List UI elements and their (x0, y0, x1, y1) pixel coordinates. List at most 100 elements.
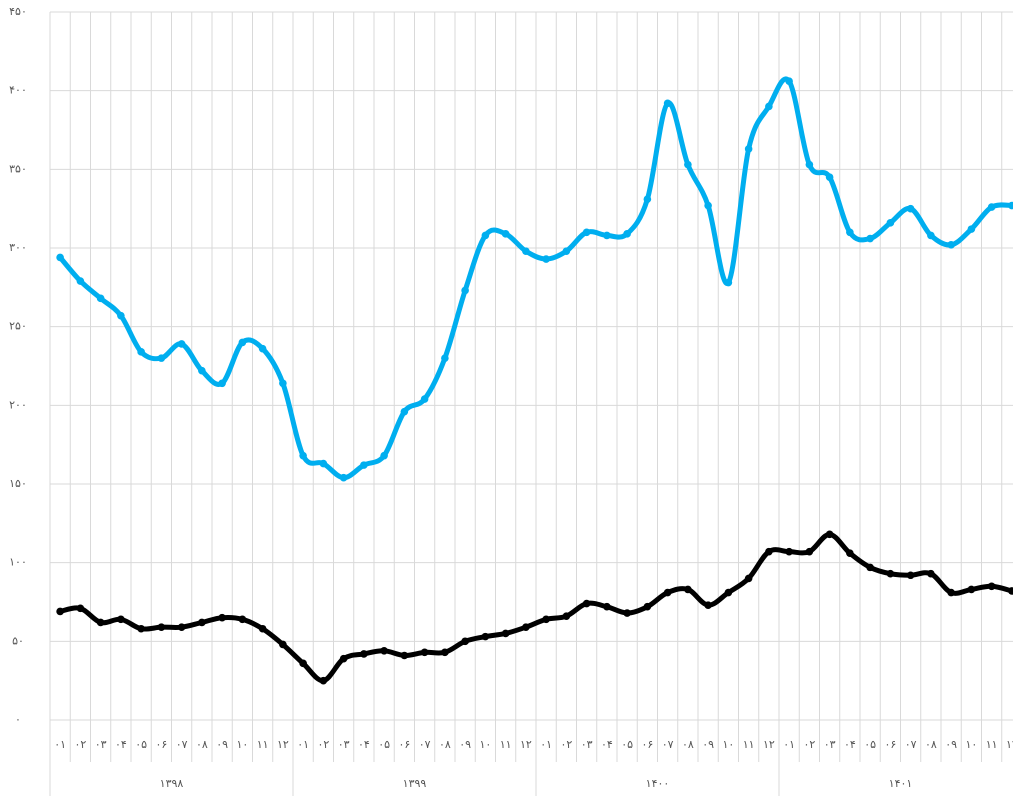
point (886, 219, 895, 227)
x-tick-label: ۱۰ (965, 738, 977, 751)
x-tick-label: ۰۳ (95, 738, 107, 751)
x-tick-label: ۱۰ (722, 738, 734, 751)
x-tick-label: ۰۸ (439, 738, 451, 751)
point (279, 379, 287, 388)
point (886, 569, 895, 578)
x-tick-label: ۰۲ (560, 738, 572, 751)
x-tick-label: ۱۱ (743, 738, 755, 751)
point (927, 569, 935, 578)
group-label: ۱۴۰۰ (646, 777, 670, 790)
x-tick-label: ۱۲ (763, 738, 775, 751)
point (299, 659, 307, 668)
x-tick-label: ۰۵ (378, 738, 390, 751)
point (744, 574, 753, 583)
point (866, 563, 874, 572)
point (177, 623, 186, 631)
x-tick-label: ۰۴ (115, 738, 127, 751)
x-tick-label: ۰۸ (196, 738, 208, 751)
point (400, 651, 409, 660)
point (501, 629, 510, 638)
point (724, 588, 733, 597)
x-tick-label: ۱۰ (236, 738, 248, 751)
x-tick-label: ۰۸ (925, 738, 937, 751)
point (987, 203, 996, 211)
point (643, 602, 652, 611)
x-tick-label: ۰۶ (641, 738, 653, 751)
point (947, 588, 955, 597)
point (785, 547, 793, 556)
x-tick-label: ۰۶ (884, 738, 896, 751)
x-tick-label: ۰۲ (317, 738, 329, 751)
x-tick-label: ۰۵ (135, 738, 147, 751)
point (603, 602, 611, 611)
point (805, 547, 814, 556)
point (663, 588, 672, 597)
y-tick-label: ۱۵۰ (9, 477, 27, 490)
point (623, 230, 631, 238)
point (825, 173, 834, 181)
x-tick-label: ۱۲ (520, 738, 532, 751)
x-tick-label: ۰۱ (783, 738, 795, 751)
point (218, 613, 226, 622)
point (481, 632, 490, 641)
point (805, 160, 814, 169)
x-tick-label: ۰۸ (682, 738, 694, 751)
x-tick-label: ۰۱ (540, 738, 552, 751)
x-tick-label: ۰۷ (905, 738, 917, 751)
group-label: ۱۴۰۱ (889, 777, 913, 790)
point (1008, 587, 1013, 595)
x-tick-label: ۰۵ (621, 738, 633, 751)
x-tick-label: ۱۲ (277, 738, 289, 751)
point (198, 618, 206, 627)
point (279, 640, 287, 649)
point (562, 247, 571, 255)
point (785, 77, 793, 86)
point (461, 637, 469, 646)
point (765, 102, 773, 111)
point (542, 255, 550, 263)
point (238, 338, 247, 347)
group-label: ۱۳۹۸ (160, 777, 184, 790)
point (76, 277, 85, 285)
x-tick-label: ۰۹ (459, 738, 471, 751)
x-tick-label: ۰۹ (702, 738, 714, 751)
y-tick-label: ۱۰۰ (9, 556, 27, 569)
point (603, 231, 611, 240)
point (866, 234, 874, 243)
point (967, 585, 976, 594)
point (987, 582, 996, 591)
point (461, 286, 469, 295)
point (643, 195, 652, 204)
x-tick-label: ۰۷ (419, 738, 431, 751)
point (76, 604, 85, 613)
point (198, 366, 206, 375)
x-tick-label: ۱۰ (479, 738, 491, 751)
point (177, 340, 186, 348)
point (663, 99, 672, 108)
point (906, 571, 915, 580)
x-tick-label: ۱۱ (257, 738, 269, 751)
point (137, 624, 145, 633)
x-tick-label: ۰۶ (398, 738, 410, 751)
y-tick-label: ۲۰۰ (9, 398, 27, 411)
x-tick-label: ۰۱ (54, 738, 66, 751)
point (765, 547, 773, 556)
x-tick-label: ۱۲ (1006, 738, 1013, 751)
point (501, 230, 510, 238)
point (441, 354, 449, 362)
x-tick-label: ۰۵ (864, 738, 876, 751)
y-tick-label: ۴۵۰ (9, 5, 27, 18)
x-tick-label: ۰۴ (844, 738, 856, 751)
point (744, 145, 753, 153)
y-tick-label: ۳۵۰ (9, 162, 27, 175)
point (704, 201, 712, 210)
point (117, 311, 125, 320)
point (947, 241, 955, 249)
x-tick-label: ۰۹ (945, 738, 957, 751)
point (704, 601, 712, 609)
point (562, 612, 571, 620)
point (846, 228, 854, 237)
x-tick-label: ۱۱ (986, 738, 998, 751)
point (481, 231, 490, 240)
point (400, 407, 409, 416)
